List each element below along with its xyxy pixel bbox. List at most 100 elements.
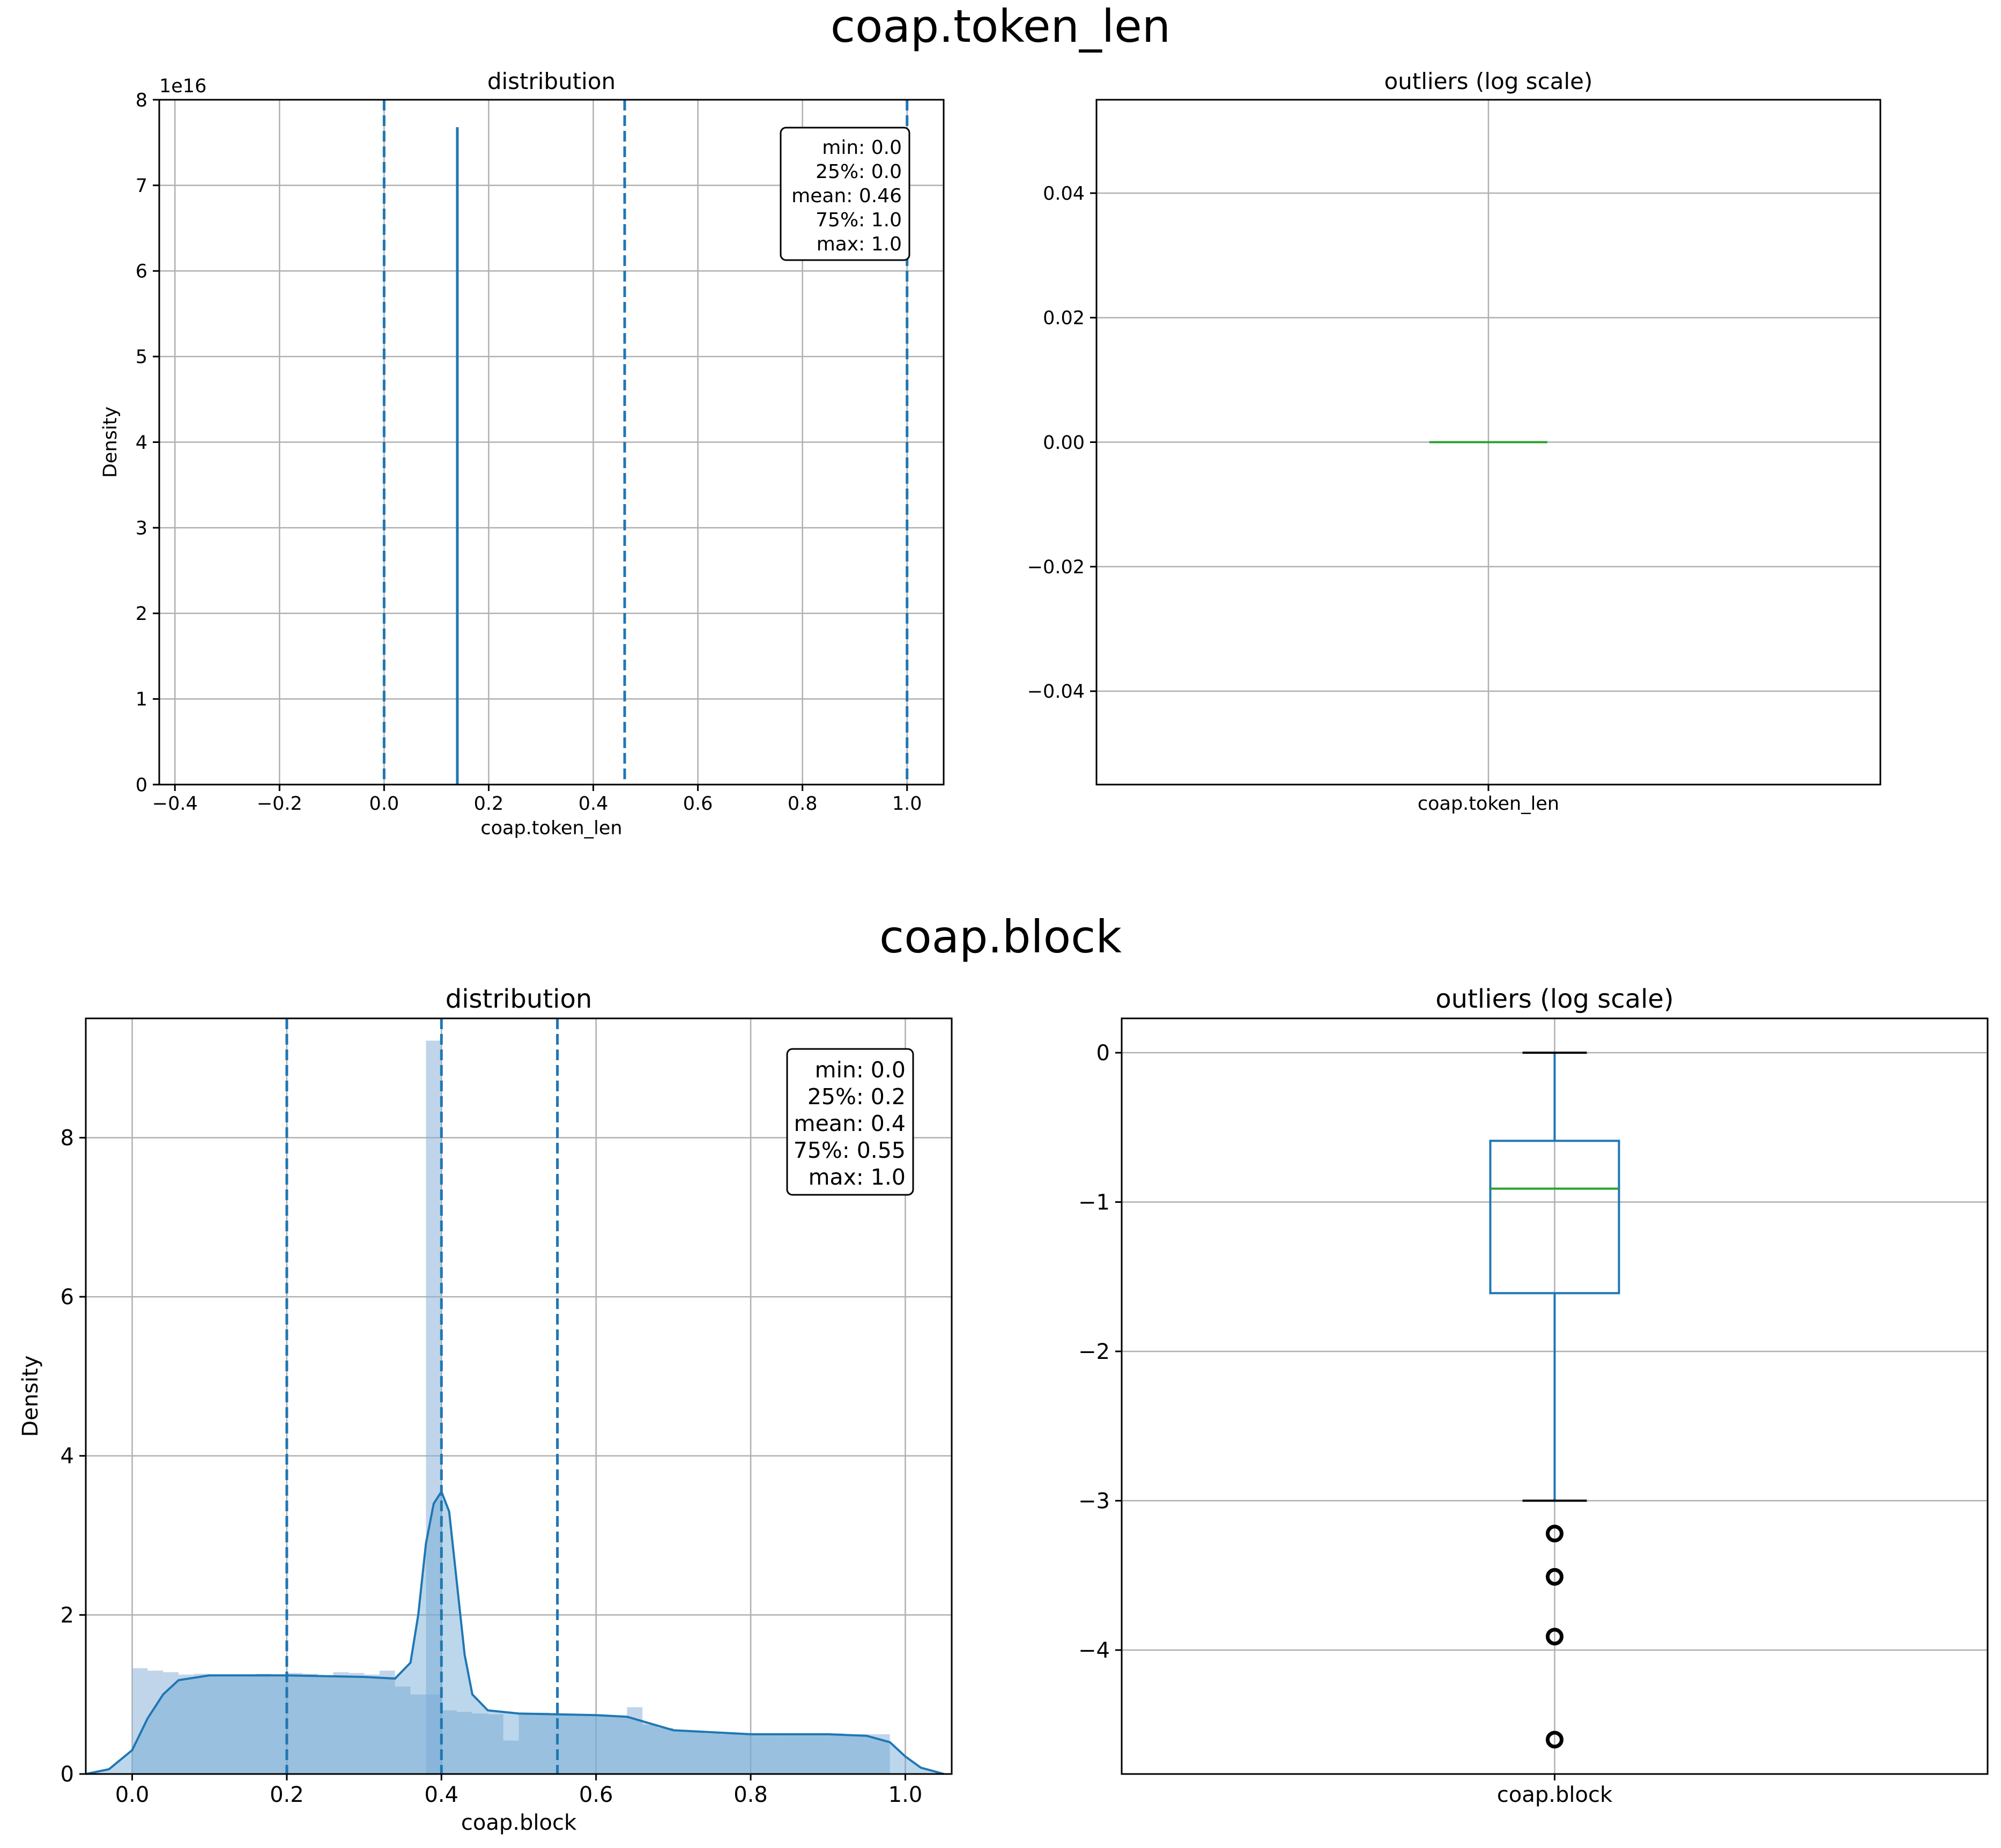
histogram-bar xyxy=(256,1674,272,1774)
stats-box-line: 25%: 0.0 xyxy=(816,161,902,183)
x-tick-label: 0.2 xyxy=(270,1783,304,1807)
y-tick-label: 7 xyxy=(136,175,147,197)
histogram-bar xyxy=(843,1734,859,1774)
y-tick-label: 0 xyxy=(1096,1041,1110,1066)
histogram-bar xyxy=(395,1686,411,1774)
y-tick-label: 0.04 xyxy=(1043,183,1085,204)
outlier-point xyxy=(1546,1525,1563,1543)
box-iqr xyxy=(1489,1140,1620,1295)
histogram-bar xyxy=(209,1675,225,1774)
histogram-bar xyxy=(379,1670,395,1774)
histogram-bar xyxy=(349,1673,365,1774)
y-tick-label: 8 xyxy=(61,1126,74,1150)
histogram-bar xyxy=(720,1734,736,1774)
histogram-bar xyxy=(240,1676,256,1774)
y-tick-label: 4 xyxy=(136,432,147,454)
histogram-bar xyxy=(812,1734,828,1774)
y-axis-label: Density xyxy=(100,406,121,478)
histogram-bar xyxy=(147,1670,164,1774)
kde-line xyxy=(85,1489,945,1775)
histogram-bar xyxy=(503,1740,519,1774)
y-tick-label: 4 xyxy=(61,1444,74,1469)
outlier-point xyxy=(1546,1731,1563,1749)
histogram-bar xyxy=(580,1716,596,1774)
histogram-bar xyxy=(518,1713,535,1774)
histogram-bar xyxy=(828,1733,844,1774)
y-tick-label: −4 xyxy=(1078,1638,1110,1663)
histogram-bar xyxy=(441,1710,457,1774)
x-tick-label: 0.4 xyxy=(424,1783,458,1807)
histogram-bar xyxy=(688,1732,705,1774)
y-tick-label: 0 xyxy=(136,774,147,796)
y-tick-label: −0.02 xyxy=(1027,557,1085,578)
y-tick-label: 5 xyxy=(136,346,147,368)
stats-box-line: mean: 0.46 xyxy=(791,185,902,207)
histogram-bar xyxy=(286,1673,302,1774)
stats-box-line: max: 1.0 xyxy=(817,233,902,255)
stats-box-line: 75%: 0.55 xyxy=(794,1137,906,1163)
histogram-bar xyxy=(704,1733,720,1774)
histogram-bar xyxy=(426,1040,442,1774)
histogram-bar xyxy=(487,1714,503,1774)
stats-box-line: max: 1.0 xyxy=(809,1164,906,1190)
histogram-bar xyxy=(611,1717,627,1774)
x-tick-label: 0.8 xyxy=(733,1783,768,1807)
figure-title-token-len: coap.token_len xyxy=(830,0,1171,53)
histogram-bar xyxy=(596,1715,612,1774)
y-tick-label: 1 xyxy=(136,689,147,711)
histogram-bar xyxy=(333,1672,349,1774)
histogram-bar xyxy=(735,1734,751,1774)
y-tick-label: 2 xyxy=(136,603,147,625)
stats-box-line: 25%: 0.2 xyxy=(807,1084,906,1110)
stats-box-line: min: 0.0 xyxy=(815,1057,906,1083)
y-tick-label: 6 xyxy=(136,261,147,283)
y-tick-label: −0.04 xyxy=(1027,681,1085,703)
y-offset-label: 1e16 xyxy=(159,76,206,97)
histogram-bar xyxy=(179,1674,194,1774)
plot-frame xyxy=(85,1017,953,1775)
histogram-bar xyxy=(858,1734,874,1774)
x-tick-label: 0.4 xyxy=(579,793,609,815)
subplot-title: distribution xyxy=(487,68,616,94)
x-tick-label: 0.8 xyxy=(788,793,818,815)
x-tick-label: 0.0 xyxy=(115,1783,150,1807)
histogram-bar xyxy=(317,1675,334,1774)
histogram-bar xyxy=(194,1674,210,1774)
y-tick-label: 2 xyxy=(61,1603,74,1628)
x-axis-label: coap.block xyxy=(461,1810,577,1835)
stats-box-line: 75%: 1.0 xyxy=(816,209,902,231)
y-tick-label: 0 xyxy=(61,1762,74,1787)
histogram-bar xyxy=(364,1674,380,1774)
x-tick-label: 0.6 xyxy=(579,1783,613,1807)
histogram-bar xyxy=(271,1674,287,1774)
histogram-bar xyxy=(132,1668,148,1774)
histogram-bar xyxy=(781,1735,797,1774)
y-axis-label: Density xyxy=(18,1355,43,1437)
histogram-bar xyxy=(673,1730,689,1774)
y-tick-label: 0.00 xyxy=(1043,432,1085,454)
subplot-title: distribution xyxy=(446,984,592,1014)
x-tick-label: 0.2 xyxy=(474,793,504,815)
subplot-title: outliers (log scale) xyxy=(1384,68,1593,94)
outlier-point xyxy=(1546,1628,1563,1646)
y-tick-label: −1 xyxy=(1078,1191,1110,1215)
kde-area xyxy=(86,1491,944,1774)
histogram-bar xyxy=(225,1674,241,1774)
stats-box-line: mean: 0.4 xyxy=(794,1111,906,1136)
histogram-bar xyxy=(658,1727,673,1774)
y-tick-label: −2 xyxy=(1078,1340,1110,1364)
x-tick-label: 0.0 xyxy=(369,793,399,815)
outlier-point xyxy=(1546,1568,1563,1586)
histogram-bar xyxy=(766,1734,782,1774)
histogram-bar xyxy=(642,1725,658,1774)
y-tick-label: −3 xyxy=(1078,1489,1110,1513)
y-tick-label: 6 xyxy=(61,1285,74,1310)
histogram-bar xyxy=(797,1734,813,1774)
histogram-bar xyxy=(565,1715,581,1774)
x-tick-label: 1.0 xyxy=(888,1783,923,1807)
x-tick-label: 0.6 xyxy=(683,793,713,815)
histogram-bar xyxy=(534,1712,550,1774)
x-axis-label: coap.token_len xyxy=(480,818,622,839)
histogram-bar xyxy=(302,1674,318,1774)
